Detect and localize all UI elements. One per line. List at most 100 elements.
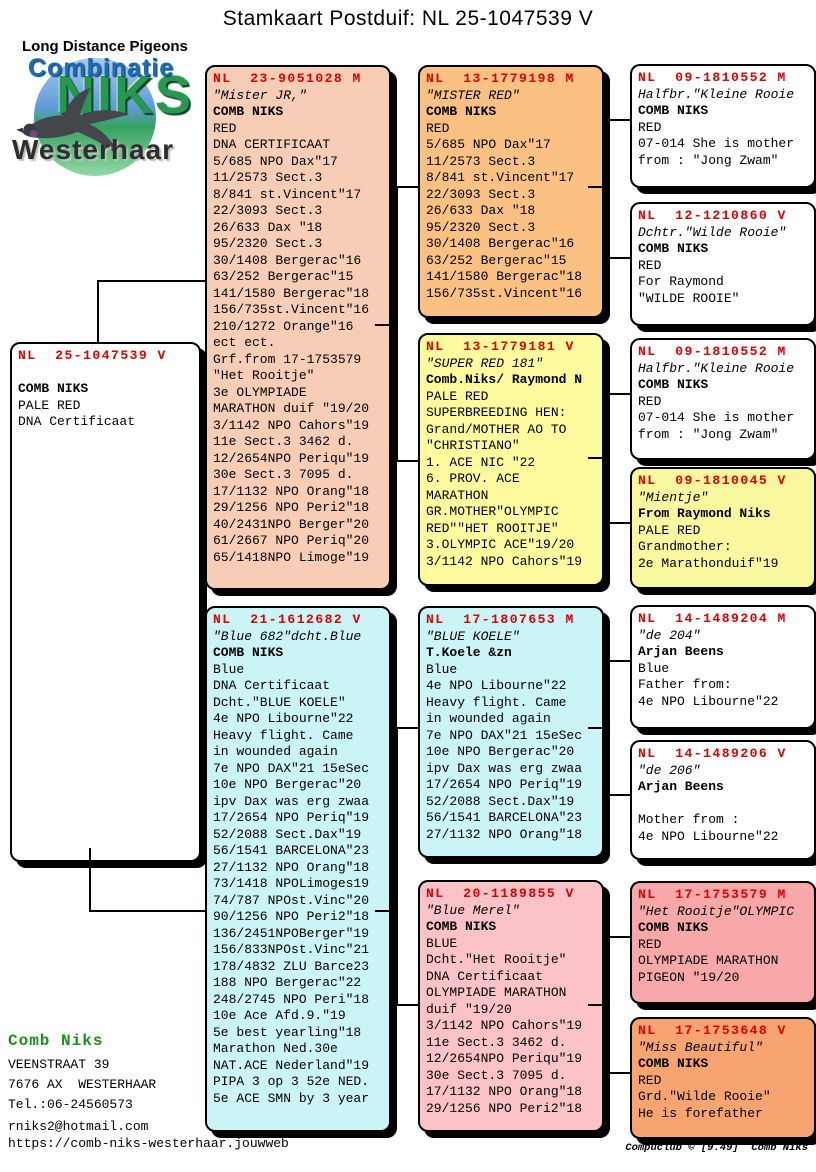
- pedigree-line: 4e NPO Libourne"22: [638, 828, 779, 844]
- pedigree-line: COMB NIKS: [638, 1056, 709, 1071]
- pedigree-line: 30/1408 Bergerac"16: [213, 252, 362, 268]
- ring-number: NL 21-1612682 V: [213, 612, 362, 627]
- connector-line: [608, 119, 630, 121]
- pedigree-line: 56/1541 BARCELONA"23: [213, 843, 370, 858]
- pedigree-line: Dcht."BLUE KOELE": [213, 694, 346, 710]
- pedigree-line: PIPA 3 op 3 52e NED.: [213, 1074, 370, 1089]
- pedigree-line: 17/2654 NPO Periq"19: [213, 810, 370, 825]
- pedigree-line: 27/1132 NPO Orang"18: [426, 826, 583, 842]
- pedigree-line: "Het Rooitje": [213, 368, 315, 383]
- pedigree-line: 3/1142 NPO Cahors"19: [213, 417, 370, 433]
- pedigree-line: DNA Certificaat: [213, 678, 331, 693]
- connector-line: [97, 280, 207, 282]
- connector-line: [375, 910, 398, 912]
- pigeon-icon: [16, 87, 130, 157]
- connector-line: [396, 727, 398, 1006]
- pedigree-line: "WILDE ROOIE": [638, 290, 740, 306]
- pedigree-line: COMB NIKS: [638, 103, 709, 118]
- pedigree-line: Halfbr."Kleine Rooie: [638, 86, 795, 102]
- ring-number: NL 09-1810552 M: [638, 70, 787, 85]
- pedigree-line: 29/1256 NPO Peri2"18: [426, 1100, 583, 1116]
- logo-combinatie-text: Combinatie: [28, 54, 175, 82]
- pedigree-line: 29/1256 NPO Peri2"18: [213, 500, 370, 515]
- pedigree-line: 4e NPO Libourne"22: [638, 693, 779, 709]
- ring-number: NL 13-1779181 V: [426, 339, 575, 354]
- pedigree-line: 07-014 She is mother: [638, 136, 795, 151]
- ring-number: NL 17-1753648 V: [638, 1023, 787, 1038]
- pedigree-line: 10e NPO Bergerac"20: [213, 777, 362, 792]
- pedigree-line: "Mister JR,": [213, 87, 307, 103]
- pedigree-line: PALE RED: [18, 397, 81, 413]
- pedigree-line: RED: [426, 120, 450, 136]
- pedigree-line: From Raymond Niks: [638, 506, 771, 521]
- connector-line: [396, 727, 418, 729]
- connector-line: [588, 1004, 610, 1006]
- owner-name: Comb Niks: [8, 1032, 104, 1050]
- pedigree-line: 156/833NPOst.Vinc"21: [213, 942, 370, 957]
- pedigree-line: RED: [638, 119, 662, 135]
- pedigree-line: He is forefather: [638, 1105, 763, 1121]
- ring-number: NL 23-9051028 M: [213, 71, 362, 86]
- pedigree-box-subject: NL 25-1047539 V COMB NIKS PALE RED DNA Cer…: [10, 342, 201, 862]
- pedigree-line: GR.MOTHER"OLYMPIC: [426, 504, 559, 519]
- pedigree-line: NAT.ACE Nederland"19: [213, 1057, 370, 1073]
- pedigree-line: Arjan Beens: [638, 644, 724, 659]
- pedigree-line: 12/2654NPO Periqu"19: [426, 1051, 583, 1066]
- pedigree-box-ggp5: NL 14-1489204 M "de 204" Arjan Beens Blue Fa…: [630, 605, 816, 729]
- pedigree-line: 74/787 NPOst.Vinc"20: [213, 892, 370, 908]
- pedigree-line: 248/2745 NPO Peri"18: [213, 991, 370, 1007]
- pedigree-line: 07-014 She is mother: [638, 410, 795, 425]
- pedigree-line: [638, 796, 808, 813]
- ring-number: NL 09-1810045 V: [638, 473, 787, 488]
- pedigree-box-granddam: NL 13-1779181 V "SUPER RED 181" Comb.Niks/…: [418, 333, 604, 586]
- pedigree-line: 141/1580 Bergerac"18: [426, 269, 583, 284]
- pedigree-line: "Mientje": [638, 489, 709, 505]
- ring-number: NL 12-1210860 V: [638, 208, 787, 223]
- pedigree-line: duif "19/20: [426, 1001, 512, 1017]
- pedigree-line: 22/3093 Sect.3: [426, 186, 536, 202]
- connector-line: [608, 257, 630, 259]
- pedigree-line: from : "Jong Zwam": [638, 426, 779, 442]
- pedigree-line: 11/2573 Sect.3: [213, 170, 323, 185]
- pedigree-box-father: NL 23-9051028 M "Mister JR," COMB NIKS RED D…: [205, 65, 391, 590]
- pedigree-line: "SUPER RED 181": [426, 355, 544, 371]
- connector-line: [608, 1072, 630, 1074]
- pedigree-line: 52/2088 Sect.Dax"19: [426, 793, 575, 809]
- pedigree-line: 8/841 st.Vincent"17: [426, 170, 575, 185]
- connector-line: [396, 186, 398, 462]
- pedigree-line: 17/2654 NPO Periq"19: [426, 777, 583, 792]
- pedigree-line: 40/2431NPO Berger"20: [213, 516, 370, 532]
- connector-line: [89, 910, 207, 912]
- connector-line: [396, 1004, 418, 1006]
- pedigree-line: "Blue 682"dcht.Blue: [213, 628, 362, 644]
- pedigree-line: COMB NIKS: [426, 919, 497, 934]
- pedigree-line: 1. ACE NIC "22: [426, 454, 536, 470]
- pedigree-line: "MISTER RED": [426, 87, 520, 103]
- pedigree-line: 10e Ace Afd.9."19: [213, 1008, 346, 1023]
- pedigree-line: Grf.from 17-1753579: [213, 351, 362, 367]
- pedigree-line: 7e NPO DAX"21 15eSec: [426, 727, 583, 743]
- owner-address-1: VEENSTRAAT 39: [8, 1057, 110, 1072]
- pedigree-line: "de 206": [638, 762, 701, 778]
- pedigree-line: COMB NIKS: [18, 381, 89, 396]
- connector-line: [588, 457, 610, 459]
- connector-line: [89, 848, 91, 912]
- logo-tagline: Long Distance Pigeons: [22, 38, 188, 55]
- pedigree-line: RED: [638, 257, 662, 273]
- pedigree-line: 156/735st.Vincent"16: [426, 285, 583, 301]
- pedigree-line: 30e Sect.3 7095 d.: [426, 1067, 567, 1083]
- pedigree-line: Blue: [426, 661, 458, 677]
- pedigree-line: in wounded again: [426, 711, 551, 726]
- pedigree-line: RED: [638, 393, 662, 409]
- connector-line: [608, 660, 630, 662]
- pedigree-line: 30e Sect.3 7095 d.: [213, 467, 354, 482]
- ring-number: NL 20-1189855 V: [426, 886, 575, 901]
- connector-line: [588, 727, 610, 729]
- ring-number: NL 13-1779198 M: [426, 71, 575, 86]
- pedigree-line: 141/1580 Bergerac"18: [213, 285, 370, 301]
- pedigree-box-mother: NL 21-1612682 V "Blue 682"dcht.Blue COMB N…: [205, 606, 391, 1132]
- pedigree-line: DNA Certificaat: [426, 968, 544, 984]
- pedigree-line: "Miss Beautiful": [638, 1039, 763, 1055]
- owner-email: rniks2@hotmail.com: [8, 1119, 149, 1134]
